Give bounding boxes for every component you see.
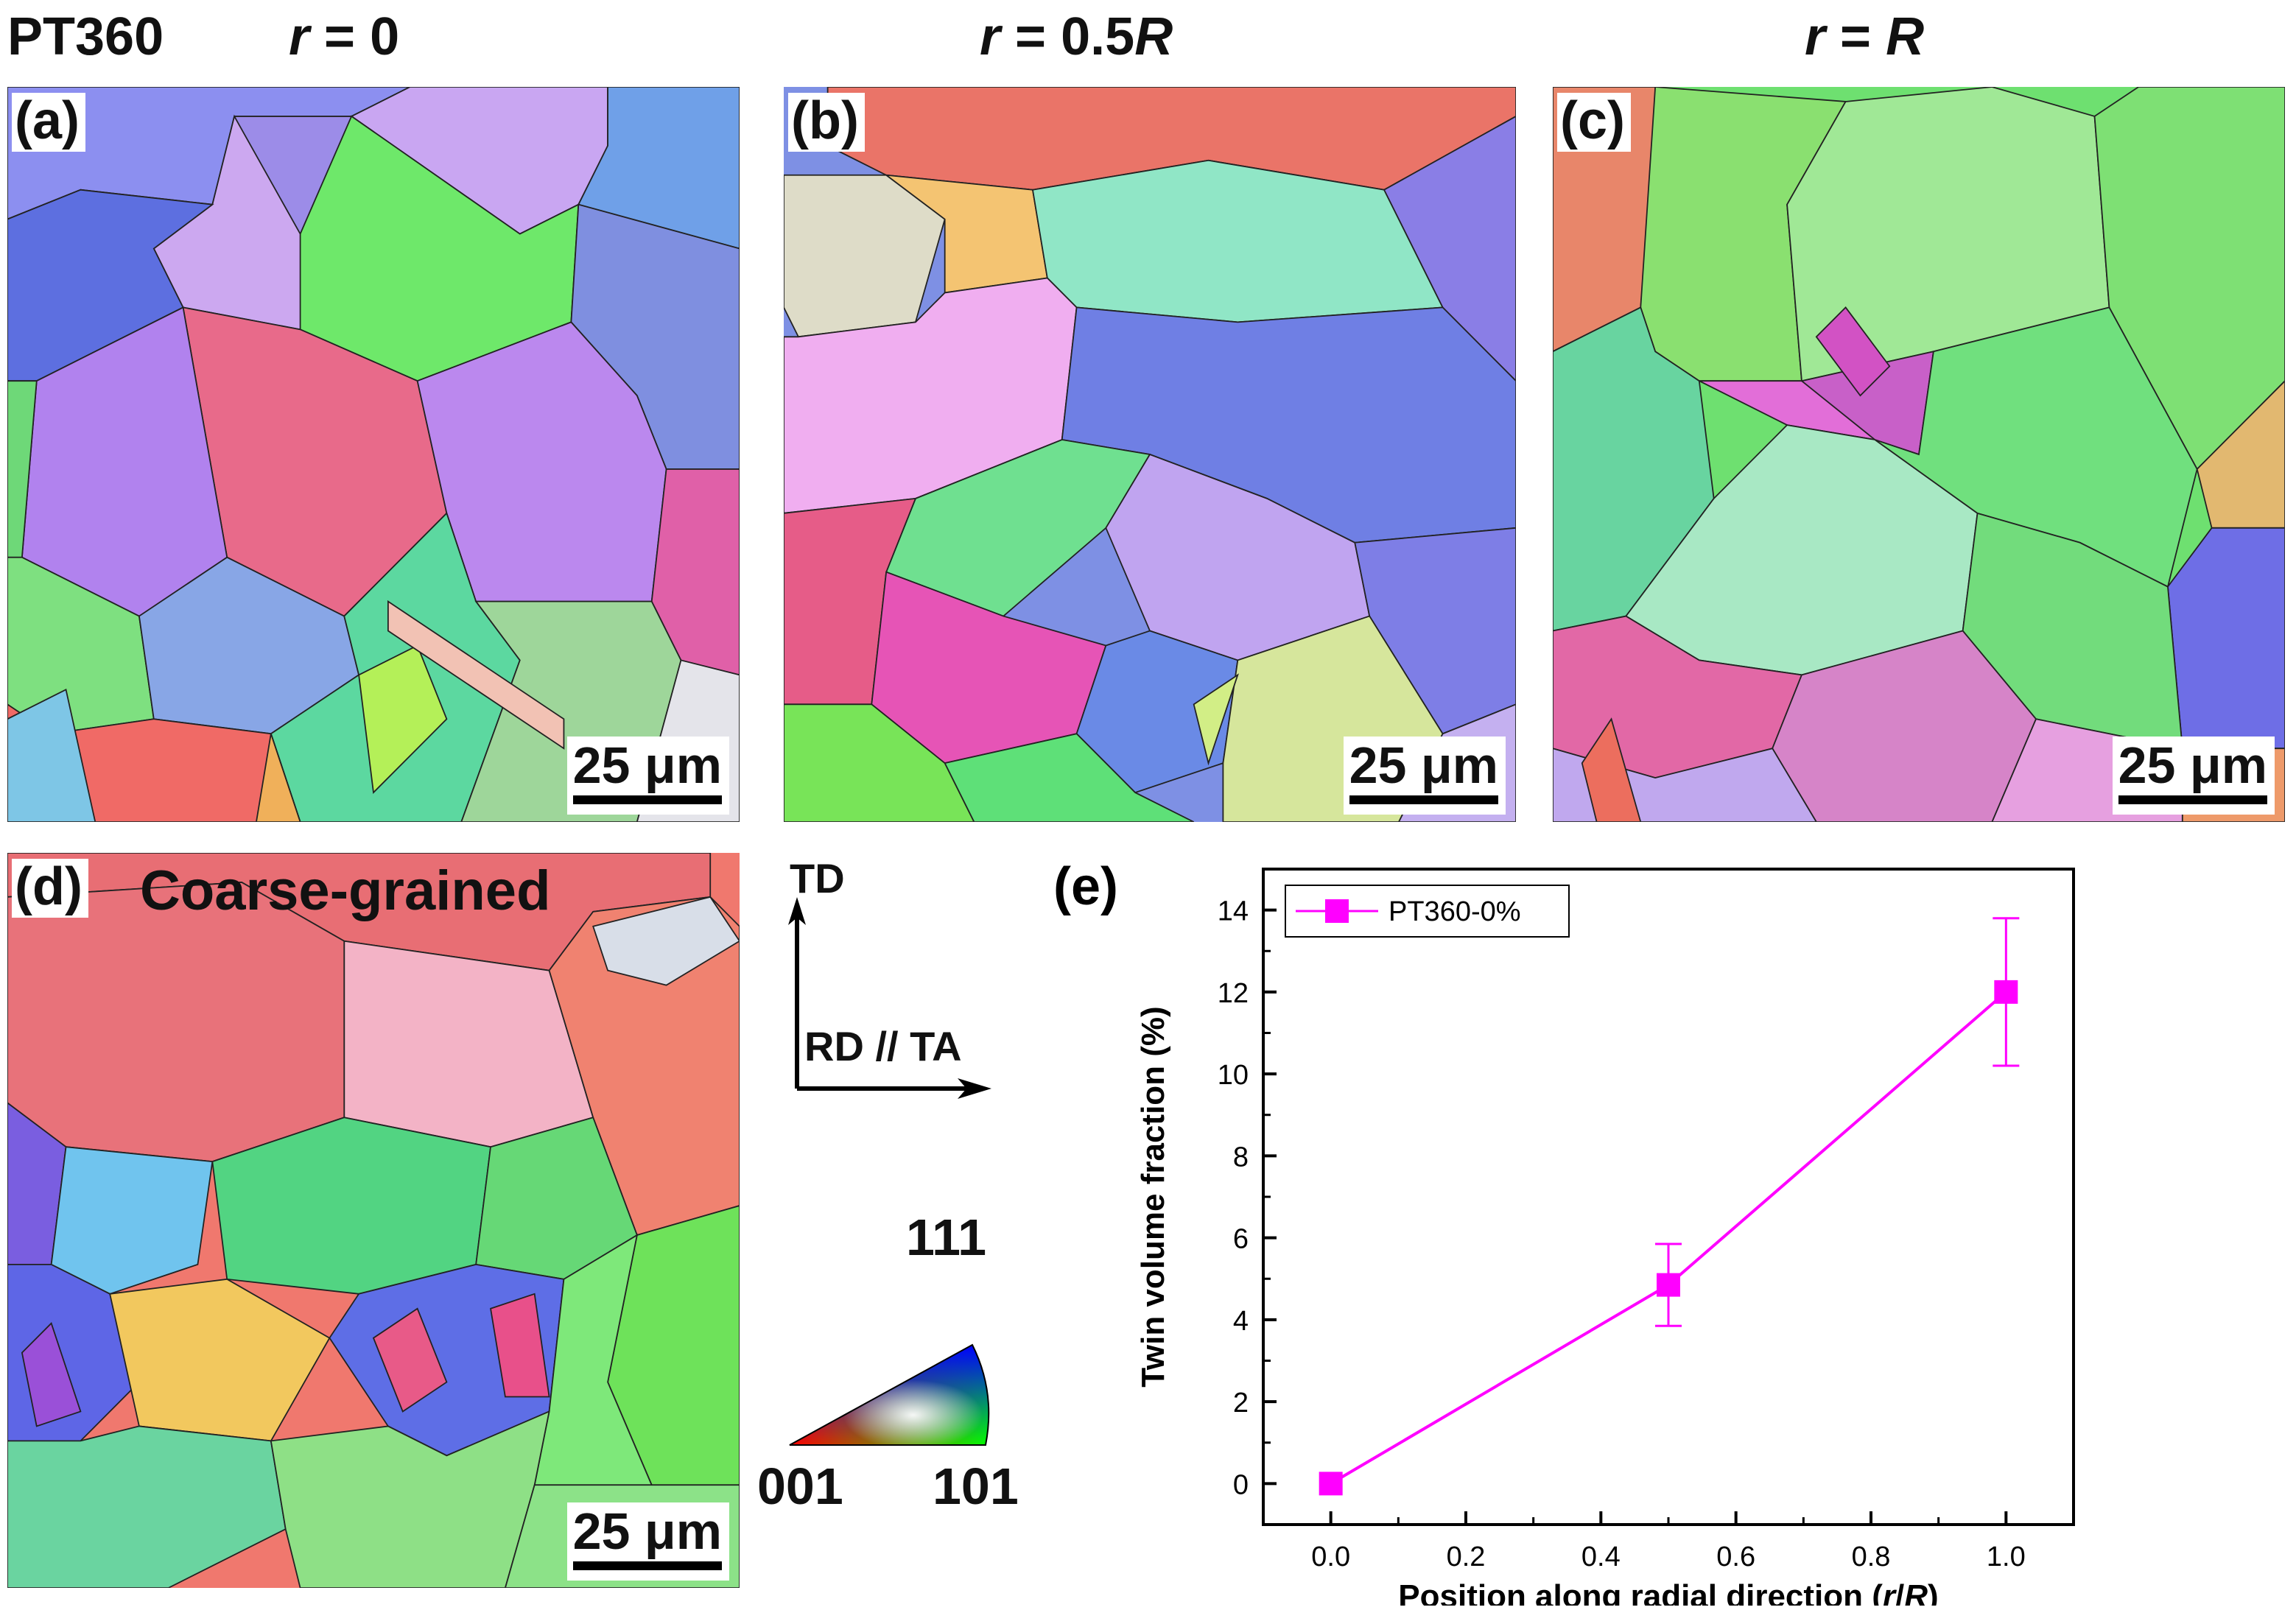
grain-map-a — [7, 87, 740, 822]
sample-title: PT360 — [7, 7, 164, 66]
axes-arrows — [788, 897, 991, 1099]
ipf-label-101: 101 — [933, 1458, 1019, 1515]
scale-bar-b-label: 25 μm — [1349, 737, 1498, 794]
x-tick-label: 1.0 — [1987, 1542, 2026, 1572]
panel-label-c: (c) — [1557, 93, 1631, 152]
series-line — [1330, 991, 2007, 1486]
ipf-color-key: 111 001 101 — [751, 1208, 1031, 1517]
ipf-label-111: 111 — [906, 1209, 987, 1266]
td-label: TD — [790, 855, 845, 901]
x-tick-label: 0.0 — [1311, 1542, 1350, 1572]
ipf-label-001: 001 — [757, 1458, 843, 1515]
x-axis-ticks: 0.0 0.2 0.4 0.6 0.8 1.0 — [1311, 1511, 2026, 1572]
ebsd-map-c: (c) 25 μm — [1553, 87, 2285, 822]
grain-map-b — [784, 87, 1516, 822]
scale-bar-d: 25 μm — [566, 1502, 729, 1581]
sample-axes-indicator: TD RD // TA — [766, 854, 1017, 1105]
y-tick-label: 10 — [1218, 1060, 1249, 1091]
x-axis-label: Position along radial direction (r/R) — [1398, 1578, 1938, 1606]
chart-legend: PT360-0% — [1285, 885, 1570, 938]
column-header-c: r = R — [1805, 7, 1925, 66]
x-tick-label: 0.6 — [1716, 1542, 1755, 1572]
y-tick-label: 2 — [1233, 1388, 1249, 1419]
grain-map-c — [1553, 87, 2285, 822]
scale-bar-b: 25 μm — [1343, 737, 1506, 815]
scale-bar-a-label: 25 μm — [572, 737, 722, 794]
twin-fraction-chart: (e) 0.0 0.2 0.4 0.6 0.8 1.0 0 2 4 6 8 10 12 14 Twin … — [1031, 847, 2291, 1610]
td-arrow-head — [788, 897, 806, 925]
legend-marker — [1325, 899, 1349, 923]
legend-label: PT360-0% — [1389, 896, 1521, 927]
grain-map-d — [7, 853, 740, 1588]
x-tick-label: 0.2 — [1447, 1542, 1486, 1572]
x-axis-label-suffix: ) — [1928, 1578, 1939, 1606]
ipf-outline — [789, 1343, 990, 1446]
scale-bar-a-line — [572, 795, 722, 804]
ebsd-map-b: (b) 25 μm — [784, 87, 1516, 822]
panel-label-a: (a) — [12, 93, 85, 152]
y-tick-label: 0 — [1233, 1469, 1249, 1500]
plot-frame — [1262, 868, 2075, 1526]
coarse-grained-title: Coarse-grained — [140, 860, 551, 922]
scale-bar-d-line — [572, 1561, 722, 1570]
scale-bar-c-line — [2118, 795, 2267, 804]
panel-label-b: (b) — [788, 93, 865, 152]
chart-panel-label: (e) — [1053, 857, 1118, 916]
y-axis-label: Twin volume fraction (%) — [1135, 1006, 1171, 1387]
x-axis-label-prefix: Position along radial direction ( — [1398, 1578, 1883, 1606]
scale-bar-c-label: 25 μm — [2118, 737, 2267, 794]
ebsd-map-a: (a) 25 μm — [7, 87, 740, 822]
ebsd-map-d: (d) Coarse-grained 25 μm — [7, 853, 740, 1588]
y-tick-label: 6 — [1233, 1224, 1249, 1255]
y-axis-ticks: 0 2 4 6 8 10 12 14 — [1218, 896, 1277, 1500]
data-point — [1319, 1472, 1343, 1496]
data-point — [1994, 980, 2018, 1004]
scale-bar-d-label: 25 μm — [572, 1502, 722, 1560]
x-tick-label: 0.8 — [1852, 1542, 1891, 1572]
column-header-b: r = 0.5R — [980, 7, 1173, 66]
x-axis-label-var2: R — [1904, 1578, 1928, 1606]
column-header-a: r = 0 — [289, 7, 400, 66]
y-tick-label: 14 — [1218, 896, 1249, 927]
y-tick-label: 12 — [1218, 978, 1249, 1009]
y-tick-label: 8 — [1233, 1142, 1249, 1173]
x-axis-label-sep: / — [1895, 1578, 1904, 1606]
chart-svg: (e) 0.0 0.2 0.4 0.6 0.8 1.0 0 2 4 6 8 10 12 14 Twin … — [1053, 857, 2075, 1610]
scale-bar-c: 25 μm — [2112, 737, 2275, 815]
ipf-triangle — [789, 1343, 990, 1446]
ipf-white-center — [790, 1345, 989, 1445]
x-tick-label: 0.4 — [1581, 1542, 1621, 1572]
data-point — [1657, 1273, 1680, 1297]
y-tick-label: 4 — [1233, 1306, 1249, 1337]
x-axis-label-var: r — [1883, 1578, 1897, 1606]
rd-arrow-head — [958, 1078, 991, 1099]
scale-bar-a: 25 μm — [566, 737, 729, 815]
scale-bar-b-line — [1349, 795, 1498, 804]
panel-label-d: (d) — [12, 859, 88, 918]
rd-ta-label: RD // TA — [804, 1023, 962, 1069]
series-layer — [1319, 917, 2020, 1496]
